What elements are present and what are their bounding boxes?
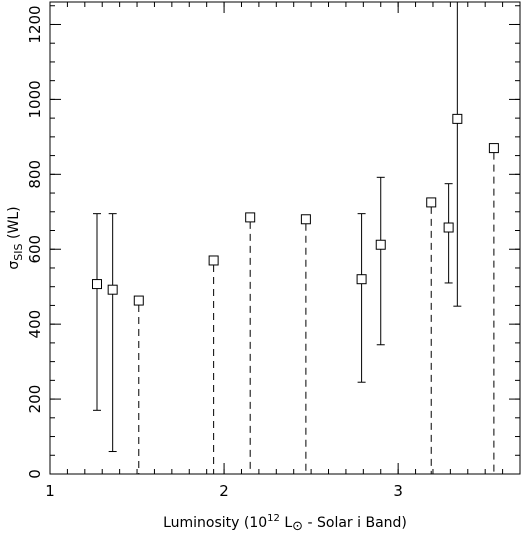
upper-limit-point [426,197,437,208]
upper-limit-point [208,255,219,266]
minor-ticks [49,2,521,475]
y-axis-label: σSIS (WL) [6,206,25,269]
upper-limit-point [133,295,144,306]
data-point [356,274,367,285]
y-tick-label: 1000 [26,80,44,118]
data-point [92,279,102,290]
y-tick-label: 200 [26,385,44,414]
y-tick-label: 1200 [26,5,44,43]
upper-limit-series [133,143,499,474]
x-tick-label: 3 [393,482,403,500]
upper-limit-point [245,212,256,223]
data-point [452,113,463,124]
data-point [443,222,454,233]
y-tick-label: 800 [26,160,44,189]
x-axis-label: Luminosity (1012 L⊙ - Solar i Band) [163,513,407,534]
y-tick-label: 0 [26,469,44,479]
upper-limit-point [488,143,499,154]
measurement-series [92,1,463,453]
upper-limit-point [300,214,311,225]
plot-frame [49,1,521,475]
y-tick-label: 600 [26,235,44,264]
major-ticks [49,2,520,475]
tick-labels: 1 2 3 0 200 400 600 800 1000 1200 [26,5,403,500]
data-point [375,239,386,250]
x-tick-label: 2 [219,482,229,500]
data-point [107,284,118,295]
x-tick-label: 1 [45,482,55,500]
y-tick-label: 400 [26,310,44,339]
